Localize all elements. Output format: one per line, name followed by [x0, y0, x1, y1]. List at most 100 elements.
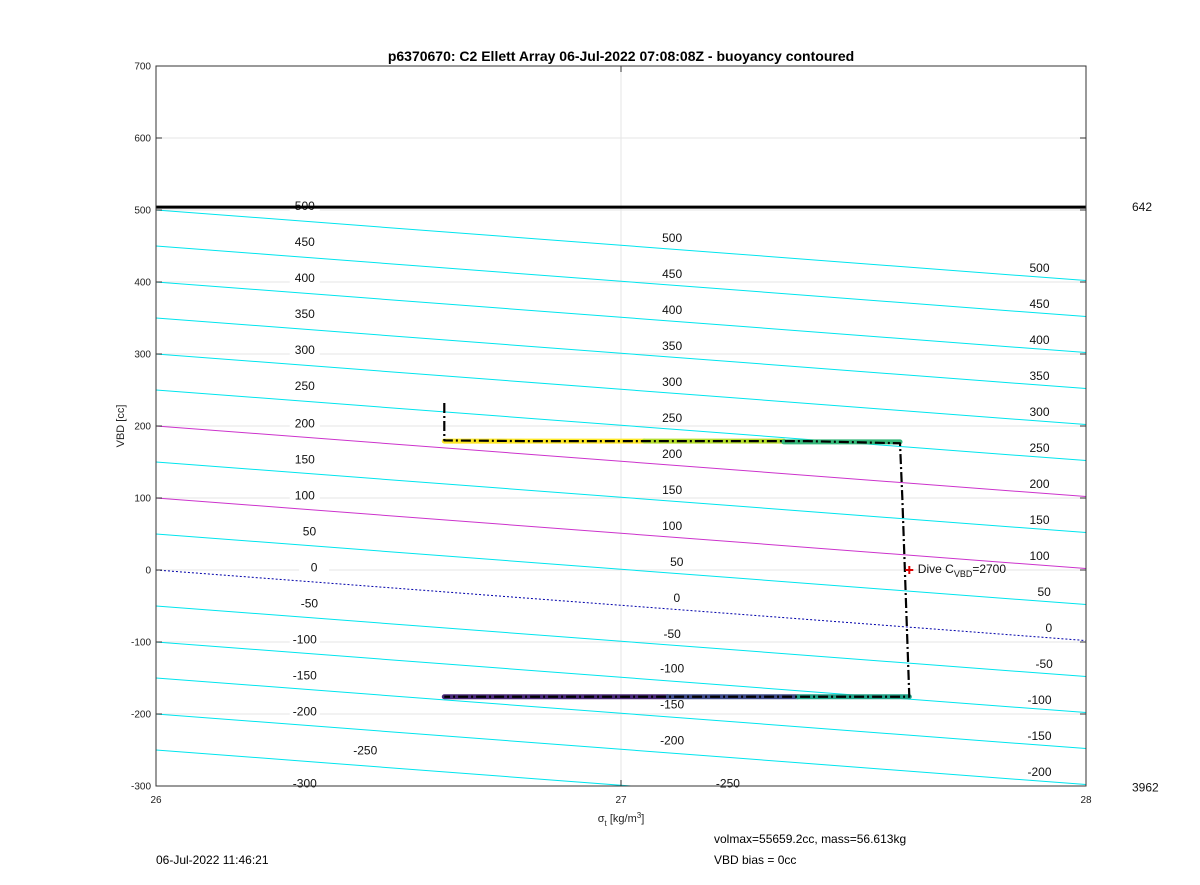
y-tick-label: -300 — [131, 782, 151, 793]
contour-label: -150 — [293, 669, 317, 683]
contour-labels: 500450400350300250200150100500-50-100-15… — [289, 197, 1064, 791]
contour-label-bg — [289, 667, 320, 683]
contour-label: 350 — [295, 307, 315, 321]
contour-line-100 — [156, 497, 1086, 570]
contour-label-bg — [657, 695, 688, 711]
contour-label: 150 — [1029, 513, 1049, 527]
contour-label: -100 — [1027, 693, 1051, 707]
contour-label: 400 — [295, 271, 315, 285]
right-label: 642 — [1132, 200, 1152, 214]
x-axis-label: σt [kg/m3] — [598, 811, 645, 828]
contour-label-bg — [657, 445, 688, 461]
annotation-suffix: =2700 — [972, 562, 1006, 576]
contour-label-bg — [657, 625, 688, 641]
y-tick-label: 200 — [134, 422, 151, 433]
contour-label-bg — [1024, 511, 1055, 527]
contour-line-500 — [156, 209, 1086, 282]
contour-line-200 — [156, 425, 1086, 498]
contour-label: -200 — [1027, 765, 1051, 779]
contour-label-bg — [1029, 583, 1060, 599]
contour-label-bg — [657, 337, 688, 353]
contour-line--150 — [156, 677, 1086, 750]
contour-label-bg — [657, 373, 688, 389]
contour-label-bg — [289, 269, 320, 285]
contour-label-bg — [1024, 259, 1055, 275]
chart-title: p6370670: C2 Ellett Array 06-Jul-2022 07… — [388, 48, 854, 64]
contour-label-bg — [1024, 295, 1055, 311]
contour-label: -250 — [353, 744, 377, 758]
y-tick-label: 500 — [134, 206, 151, 217]
contour-label-bg — [657, 481, 688, 497]
contour-label: 200 — [1029, 477, 1049, 491]
contour-label-bg — [289, 341, 320, 357]
contour-label: 500 — [1029, 261, 1049, 275]
contour-label-bg — [289, 305, 320, 321]
contour-label: 200 — [662, 447, 682, 461]
contour-label: -50 — [663, 627, 681, 641]
contour-label: -150 — [1027, 729, 1051, 743]
y-tick-label: 300 — [134, 350, 151, 361]
contour-label-bg — [657, 659, 688, 675]
contour-label-bg — [289, 631, 320, 647]
contour-label: 100 — [295, 489, 315, 503]
contour-line--50 — [156, 605, 1086, 678]
contour-label: -150 — [660, 697, 684, 711]
contour-label-bg — [289, 415, 320, 431]
contour-label-bg — [1024, 547, 1055, 563]
dive-cvbd-annotation: Dive CVBD=2700 — [918, 562, 1007, 579]
contour-label-bg — [1024, 367, 1055, 383]
contour-label: 150 — [662, 483, 682, 497]
x-axis-label-main: σ — [598, 813, 605, 825]
contour-label-bg — [289, 703, 320, 719]
contour-line-250 — [156, 389, 1086, 462]
contour-label: 50 — [670, 555, 684, 569]
contour-label-bg — [289, 487, 320, 503]
dive-trace — [443, 402, 911, 698]
contour-label: 450 — [295, 235, 315, 249]
contour-label: 250 — [1029, 441, 1049, 455]
contour-line-350 — [156, 317, 1086, 390]
contour-label-bg — [294, 523, 325, 539]
dive-series — [441, 402, 912, 700]
contour-label: 450 — [1029, 297, 1049, 311]
contour-label-bg — [661, 589, 692, 605]
contour-label: 100 — [662, 519, 682, 533]
timestamp: 06-Jul-2022 11:46:21 — [156, 853, 269, 867]
contour-label-bg — [299, 559, 330, 575]
contour-label-bg — [657, 731, 688, 747]
contour-line-400 — [156, 281, 1086, 354]
contour-label-bg — [657, 265, 688, 281]
contour-label-bg — [657, 301, 688, 317]
contour-line-0 — [156, 569, 1086, 642]
contour-label: -50 — [301, 597, 319, 611]
x-tick-label: 27 — [615, 795, 627, 806]
contour-label-bg — [1024, 475, 1055, 491]
y-tick-label: -200 — [131, 710, 151, 721]
contour-label-bg — [657, 409, 688, 425]
x-axis-label-unit: [kg/m — [607, 813, 637, 825]
contour-label: -50 — [1035, 657, 1053, 671]
contour-label-bg — [289, 233, 320, 249]
contour-line-150 — [156, 461, 1086, 534]
contour-label-bg — [289, 451, 320, 467]
contour-label: 300 — [295, 343, 315, 357]
contour-label-bg — [1024, 691, 1055, 707]
y-axis-label: VBD [cc] — [115, 405, 127, 448]
contour-label: 350 — [1029, 369, 1049, 383]
annotation-prefix: Dive C — [918, 562, 954, 576]
y-tick-label: 700 — [134, 62, 151, 73]
contour-label: -200 — [293, 705, 317, 719]
contour-label-bg — [289, 197, 320, 213]
contour-label-bg — [1024, 763, 1055, 779]
contour-label: 250 — [662, 411, 682, 425]
y-tick-label: 400 — [134, 278, 151, 289]
contour-label: -300 — [293, 777, 317, 791]
y-tick-label: -100 — [131, 638, 151, 649]
contour-label: 0 — [673, 591, 680, 605]
contour-label-bg — [1024, 727, 1055, 743]
contour-label-bg — [289, 377, 320, 393]
info-volmax-mass: volmax=55659.2cc, mass=56.613kg — [714, 832, 907, 846]
x-axis-label-sup: 3 — [637, 811, 642, 820]
contour-label-bg — [1029, 655, 1060, 671]
